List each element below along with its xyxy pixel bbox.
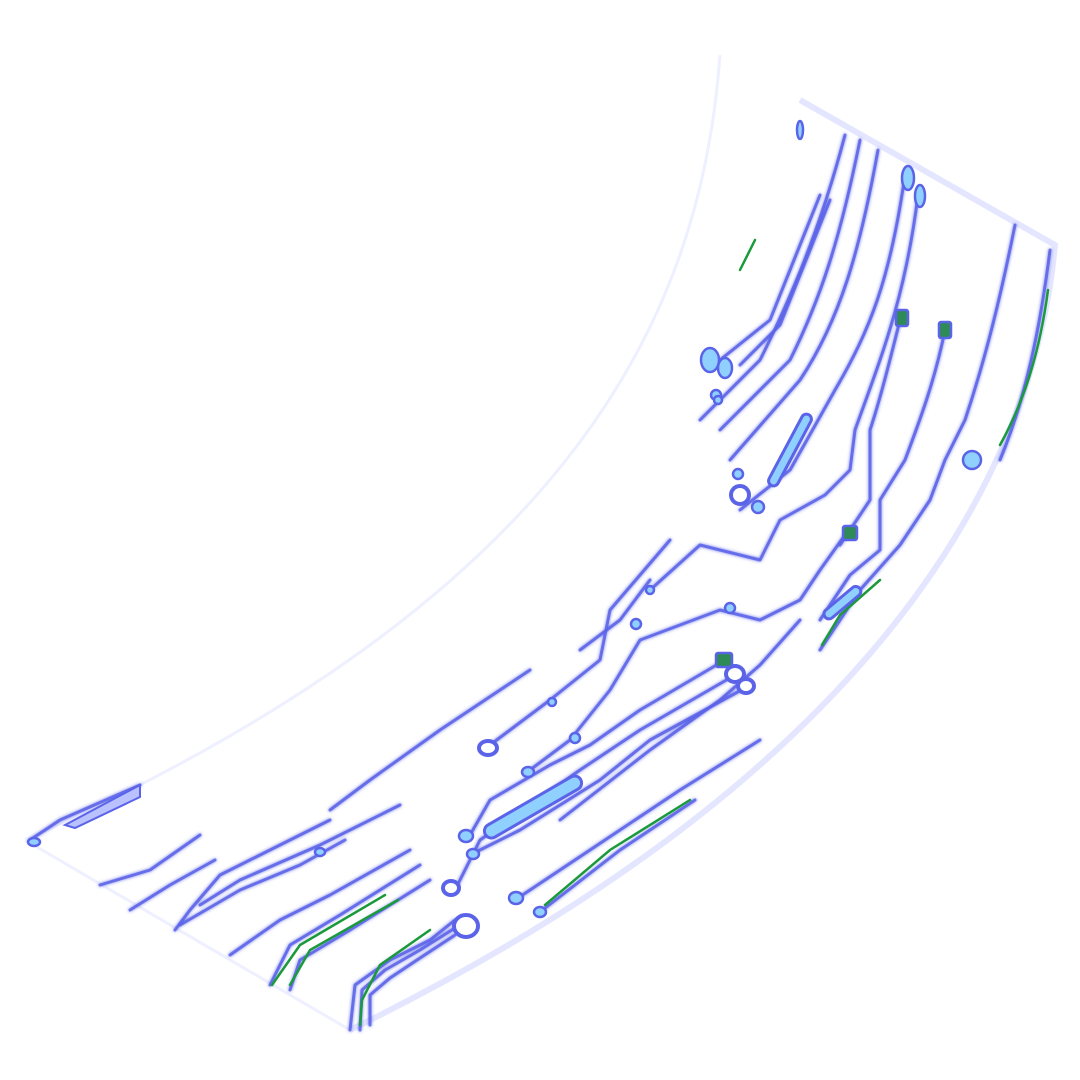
trace — [578, 578, 652, 652]
via-pad — [795, 119, 805, 141]
trace — [738, 173, 907, 512]
accent-trace — [820, 578, 882, 647]
trace — [468, 658, 727, 837]
via-pad — [736, 677, 756, 695]
trace — [128, 858, 217, 912]
trace — [738, 198, 832, 367]
accent-trace — [288, 898, 400, 987]
smd-pad — [937, 320, 953, 340]
trace — [488, 538, 672, 747]
board-edge-inner — [24, 54, 722, 842]
smd-pad — [714, 651, 734, 669]
via-pad — [731, 467, 745, 481]
accent-trace — [270, 893, 387, 987]
smd-pad — [841, 524, 859, 542]
trace — [728, 148, 880, 462]
via-pad — [313, 846, 327, 858]
smd-pad — [894, 308, 910, 328]
connector-group — [62, 412, 863, 840]
via-pad — [712, 394, 724, 406]
connector-strip — [767, 412, 813, 488]
accent-trace — [738, 238, 757, 272]
trace — [558, 618, 802, 822]
trace — [838, 318, 902, 547]
via-pad — [699, 346, 721, 374]
trace — [173, 818, 332, 932]
trace — [818, 223, 1017, 652]
via-pad — [900, 164, 916, 192]
trace — [998, 248, 1052, 462]
via-pad — [729, 484, 751, 506]
trace — [98, 833, 202, 887]
via-pad — [26, 836, 42, 848]
trace — [228, 848, 412, 957]
via-pad — [452, 913, 480, 939]
trace — [718, 193, 822, 362]
via-pad — [568, 731, 582, 745]
trace — [538, 798, 697, 914]
via-pad — [546, 696, 558, 708]
trace — [818, 328, 947, 622]
trace — [328, 668, 532, 812]
accent-trace-group — [270, 238, 1050, 1027]
connector-strip — [822, 584, 863, 621]
trace — [348, 918, 457, 1032]
via-pad — [477, 739, 499, 757]
accent-trace — [358, 928, 432, 1027]
connector-wedge — [62, 783, 141, 830]
trace — [28, 783, 142, 842]
trace — [268, 863, 422, 987]
trace — [288, 878, 432, 992]
accent-trace — [998, 288, 1050, 447]
via-pad — [441, 879, 461, 897]
trace — [528, 533, 847, 772]
via-pad — [457, 828, 475, 844]
trace-group — [28, 133, 1052, 1032]
via-pad — [520, 765, 536, 779]
via-pad — [629, 617, 643, 631]
trace — [468, 686, 747, 857]
via-pad — [723, 601, 737, 615]
pad-group — [26, 119, 983, 939]
trace — [198, 803, 402, 907]
via-pad — [507, 890, 525, 906]
via-pad — [465, 847, 481, 861]
via-pad — [644, 584, 656, 596]
via-pad — [532, 905, 548, 919]
accent-trace — [543, 798, 692, 907]
trace — [513, 738, 762, 902]
via-pad — [716, 356, 734, 380]
board-edge-bottom — [24, 838, 351, 1032]
via-pad — [750, 499, 766, 515]
via-pad — [961, 449, 983, 471]
via-pad — [913, 183, 927, 209]
connector-strip — [482, 774, 584, 840]
via-pad — [724, 664, 746, 684]
trace — [718, 138, 862, 432]
trace — [368, 933, 457, 1027]
trace — [648, 193, 920, 592]
